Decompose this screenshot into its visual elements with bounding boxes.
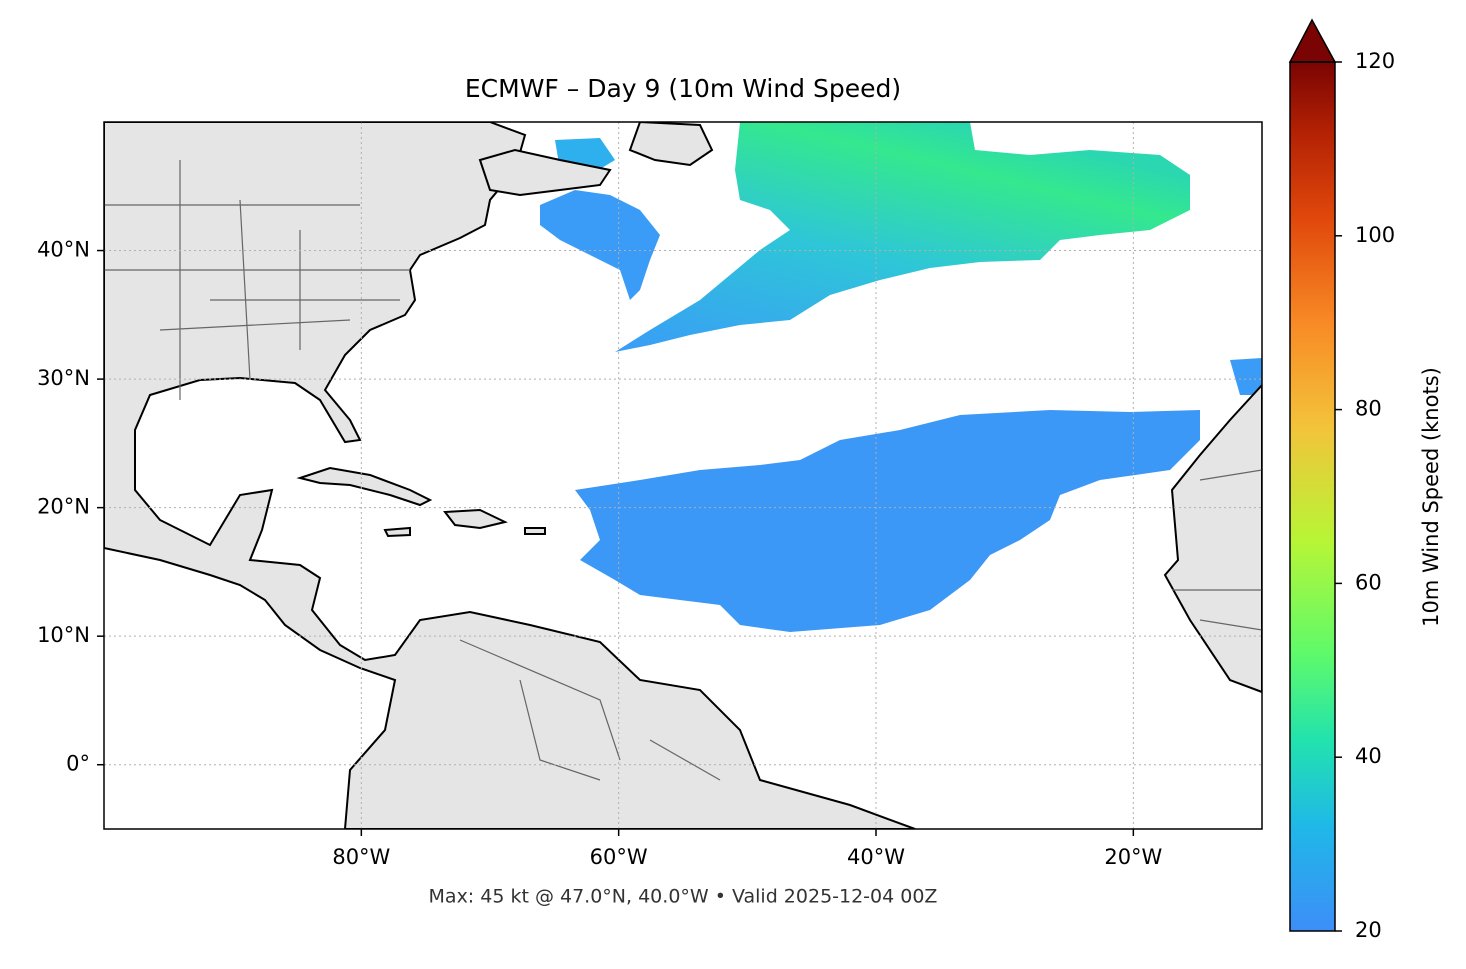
wind-field xyxy=(1230,358,1262,395)
map-title: ECMWF – Day 9 (10m Wind Speed) xyxy=(465,74,901,103)
x-tick-label: 20°W xyxy=(1104,845,1162,869)
y-tick-label: 0° xyxy=(66,752,90,776)
colorbar-extend xyxy=(1288,18,1337,63)
colorbar-label: 10m Wind Speed (knots) xyxy=(1419,367,1443,627)
wind-field xyxy=(615,122,1190,352)
colorbar-tick-label: 60 xyxy=(1355,570,1382,594)
y-tick-label: 30°N xyxy=(37,366,90,390)
y-tick-label: 20°N xyxy=(37,495,90,519)
land xyxy=(296,466,433,507)
y-tick-label: 10°N xyxy=(37,623,90,647)
wind-field xyxy=(575,410,1200,632)
y-tick-label: 40°N xyxy=(37,238,90,262)
colorbar-tick-label: 20 xyxy=(1355,918,1382,942)
land xyxy=(1163,383,1262,694)
land xyxy=(383,526,411,538)
colorbar-tick-label: 40 xyxy=(1355,744,1382,768)
map-area xyxy=(104,122,1262,829)
x-tick-label: 60°W xyxy=(590,845,648,869)
colorbar-frame xyxy=(1289,61,1336,932)
land xyxy=(104,122,916,829)
x-tick-label: 40°W xyxy=(847,845,905,869)
wind-field xyxy=(540,190,660,300)
x-tick-label: 80°W xyxy=(332,845,390,869)
land xyxy=(524,527,546,535)
colorbar-tick-label: 80 xyxy=(1355,397,1382,421)
colorbar xyxy=(1290,62,1335,931)
footer: Max: 45 kt @ 47.0°N, 40.0°W • Valid 2025… xyxy=(429,886,938,908)
map-frame xyxy=(103,121,1263,830)
land xyxy=(443,508,508,530)
colorbar-tick-label: 100 xyxy=(1355,223,1395,247)
land xyxy=(628,122,714,167)
land xyxy=(478,148,612,197)
colorbar-tick-label: 120 xyxy=(1355,49,1395,73)
